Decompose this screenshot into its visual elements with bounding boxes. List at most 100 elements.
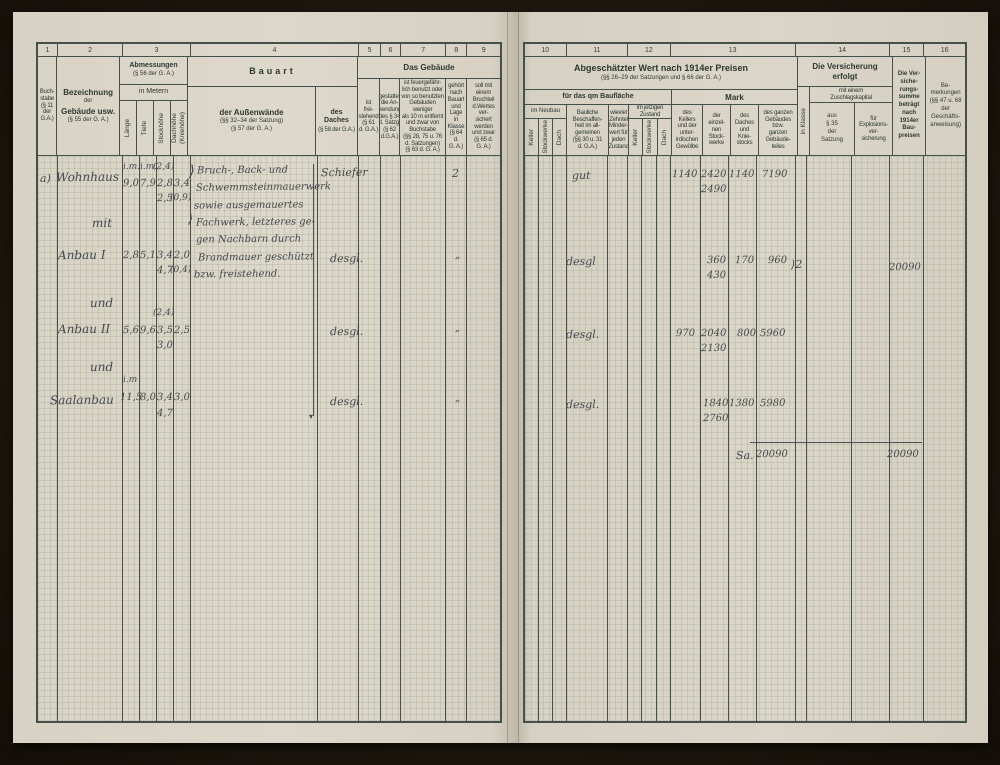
header-bezeichnung-ref: (§ 55 der G. A.) (67, 116, 109, 123)
column-number: 1 (38, 44, 58, 56)
header-im-neubau: im Neubau (525, 105, 567, 120)
header-neubau-group: im Neubau Keller Stockwerke Dach (525, 105, 567, 155)
column-number: 12 (628, 44, 671, 56)
header-mark: Mark (672, 89, 798, 105)
header-mark-dach: des Daches und Knie- stocks (731, 105, 759, 155)
header-stockhoehe: Stockhöhe (154, 101, 171, 155)
header-laenge: Länge (120, 101, 137, 155)
header-im-neubau-label: im Neubau (530, 107, 560, 114)
header-mark-gesamt-label: des ganzen Gebäudes bzw. ganzen Gebäude-… (763, 110, 793, 150)
header-freistehend-label: ist frei- stehend (§ 61 d. G.A.) (358, 100, 379, 134)
header-neubau-keller: Keller (525, 119, 539, 155)
body-column (58, 156, 124, 721)
header-klasse: gehört nach Bauart und Lage in Klasse (§… (446, 79, 467, 155)
header-neubau-keller-label: Keller (527, 128, 535, 146)
body-column (318, 156, 360, 721)
body-column (123, 156, 141, 721)
body-column (890, 156, 925, 721)
header-aussenwaende: der Außenwände (§§ 32–34 der Satzung) (§… (188, 87, 316, 155)
body-column (467, 156, 500, 721)
body-column (191, 156, 318, 721)
header-jetziger-zustand-label: im jetzigen Zustand (636, 105, 664, 118)
header-aus-satzung: aus § 35 der Satzung (810, 103, 855, 155)
header-dachhoehe-label: Dachhöhe (Kniehöhe) (171, 112, 186, 144)
header-wert-title-main: Abgeschätzter Wert nach 1914er Preisen (574, 63, 748, 74)
column-number: 11 (567, 44, 629, 56)
body-column (359, 156, 382, 721)
header-bemerkungen: Be- merkungen (§§ 47 u. 68 der Geschäfts… (926, 57, 965, 155)
header-neubau-dach: Dach (553, 119, 567, 155)
body-column (553, 156, 567, 721)
header-abmessungen-group: Abmessungen (§ 56 der G. A.) in Metern L… (120, 57, 188, 155)
header-bezeichnung: Bezeichnung der Gebäude usw. (§ 55 der G… (57, 57, 120, 155)
header-abmessungen-title: Abmessungen (129, 61, 178, 69)
header-in-metern: in Metern (120, 85, 188, 101)
header-jetziger-zustand: im jetzigen Zustand (629, 105, 672, 120)
header-tiefe-label: Tiefe (141, 120, 149, 136)
header-in-klasse-label: in Klasse (799, 107, 807, 135)
column-number: 2 (58, 44, 124, 56)
header-in-klasse: in Klasse (798, 87, 810, 155)
header-gestattet: gestattet die An- wendung des § 34 d. Sa… (380, 79, 400, 155)
header-stockhoehe-label: Stockhöhe (158, 112, 166, 144)
header-wert-title: Abgeschätzter Wert nach 1914er Preisen (… (525, 57, 798, 90)
header-bauliche-label: Bauliche Beschaffen- heit im all- gemein… (572, 110, 603, 150)
header-bemerkungen-label: Be- merkungen (§§ 47 u. 68 der Geschäfts… (929, 82, 962, 128)
body-column (567, 156, 609, 721)
header-feuergefaehrlich-label: ist feuergefähr- lich benutzt oder von s… (401, 80, 444, 154)
header-zustand-stockwerke: Stockwerke (643, 119, 658, 155)
header-explosionsversicherung-label: für Explosions- ver- sicherung (859, 115, 888, 142)
body-column (924, 156, 965, 721)
header-aussenwaende-ref: (§§ 32–34 der Satzung) (§ 57 der G. A.) (219, 118, 284, 133)
column-number: 7 (401, 44, 447, 56)
column-number: 6 (381, 44, 401, 56)
body-column (852, 156, 890, 721)
center-fold (492, 12, 536, 743)
header-in-metern-label: in Metern (138, 88, 169, 96)
header-zustand-group: im jetzigen Zustand Keller Stockwerke Da… (629, 105, 672, 155)
left-body-grid (38, 156, 500, 721)
header-bauliche: Bauliche Beschaffen- heit im all- gemein… (567, 105, 609, 155)
header-bruchteil: soll mit einem Bruchteil d.Wertes ver- s… (467, 79, 500, 155)
right-header: Abgeschätzter Wert nach 1914er Preisen (… (525, 57, 965, 156)
body-column (657, 156, 671, 721)
body-column (539, 156, 553, 721)
column-number: 16 (940, 46, 949, 54)
header-zustand-stockwerke-label: Stockwerke (646, 120, 654, 154)
header-mark-dach-label: des Daches und Knie- stocks (734, 113, 755, 147)
header-zustand-keller-label: Keller (631, 128, 639, 146)
header-versicherung-title: Die Versicherung erfolgt (812, 62, 878, 81)
header-zehntel: wieviel Zehntel Minder- wert für jeden Z… (609, 105, 629, 155)
body-column (701, 156, 730, 721)
column-number-row: 10 11 12 13 14 15 16 (525, 44, 965, 57)
fold-line (518, 12, 519, 743)
body-column (757, 156, 796, 721)
header-bauart-group: Bauart der Außenwände (§§ 32–34 der Satz… (188, 57, 358, 155)
body-column (381, 156, 401, 721)
column-number: 4 (191, 44, 360, 56)
header-dachhoehe: Dachhöhe (Kniehöhe) (171, 101, 188, 155)
header-zustand-dach-label: Dach (660, 129, 668, 145)
body-column (401, 156, 447, 721)
body-column (174, 156, 191, 721)
header-das-gebaeude: Das Gebäude (358, 57, 500, 80)
body-column (525, 156, 539, 721)
header-zuschlag-group: mit einem Zuschlagskapital aus § 35 der … (810, 87, 893, 155)
header-mark-keller: des Kellers und der unter- irdischen Gew… (672, 105, 703, 155)
header-buchstabe-label: Buch- stabe (§ 11 der G.A.) (39, 89, 55, 123)
header-laenge-label: Länge (124, 118, 132, 138)
header-neubau-stockwerke-label: Stockwerke (541, 120, 549, 154)
header-daches-title: des Daches (324, 108, 349, 125)
header-bauart: Bauart (188, 57, 358, 87)
body-column (807, 156, 853, 721)
header-freistehend: ist frei- stehend (§ 61 d. G.A.) (358, 79, 380, 155)
header-abmessungen: Abmessungen (§ 56 der G. A.) (120, 57, 188, 85)
header-zuschlagskapital: mit einem Zuschlagskapital (810, 87, 893, 103)
column-number: 13 (671, 44, 796, 56)
body-column (608, 156, 629, 721)
header-versicherungssumme: Die Ver- siche- rungs- summe beträgt nac… (893, 57, 927, 155)
body-column (729, 156, 757, 721)
body-column (628, 156, 642, 721)
body-column (446, 156, 468, 721)
column-number: 5 (359, 44, 382, 56)
